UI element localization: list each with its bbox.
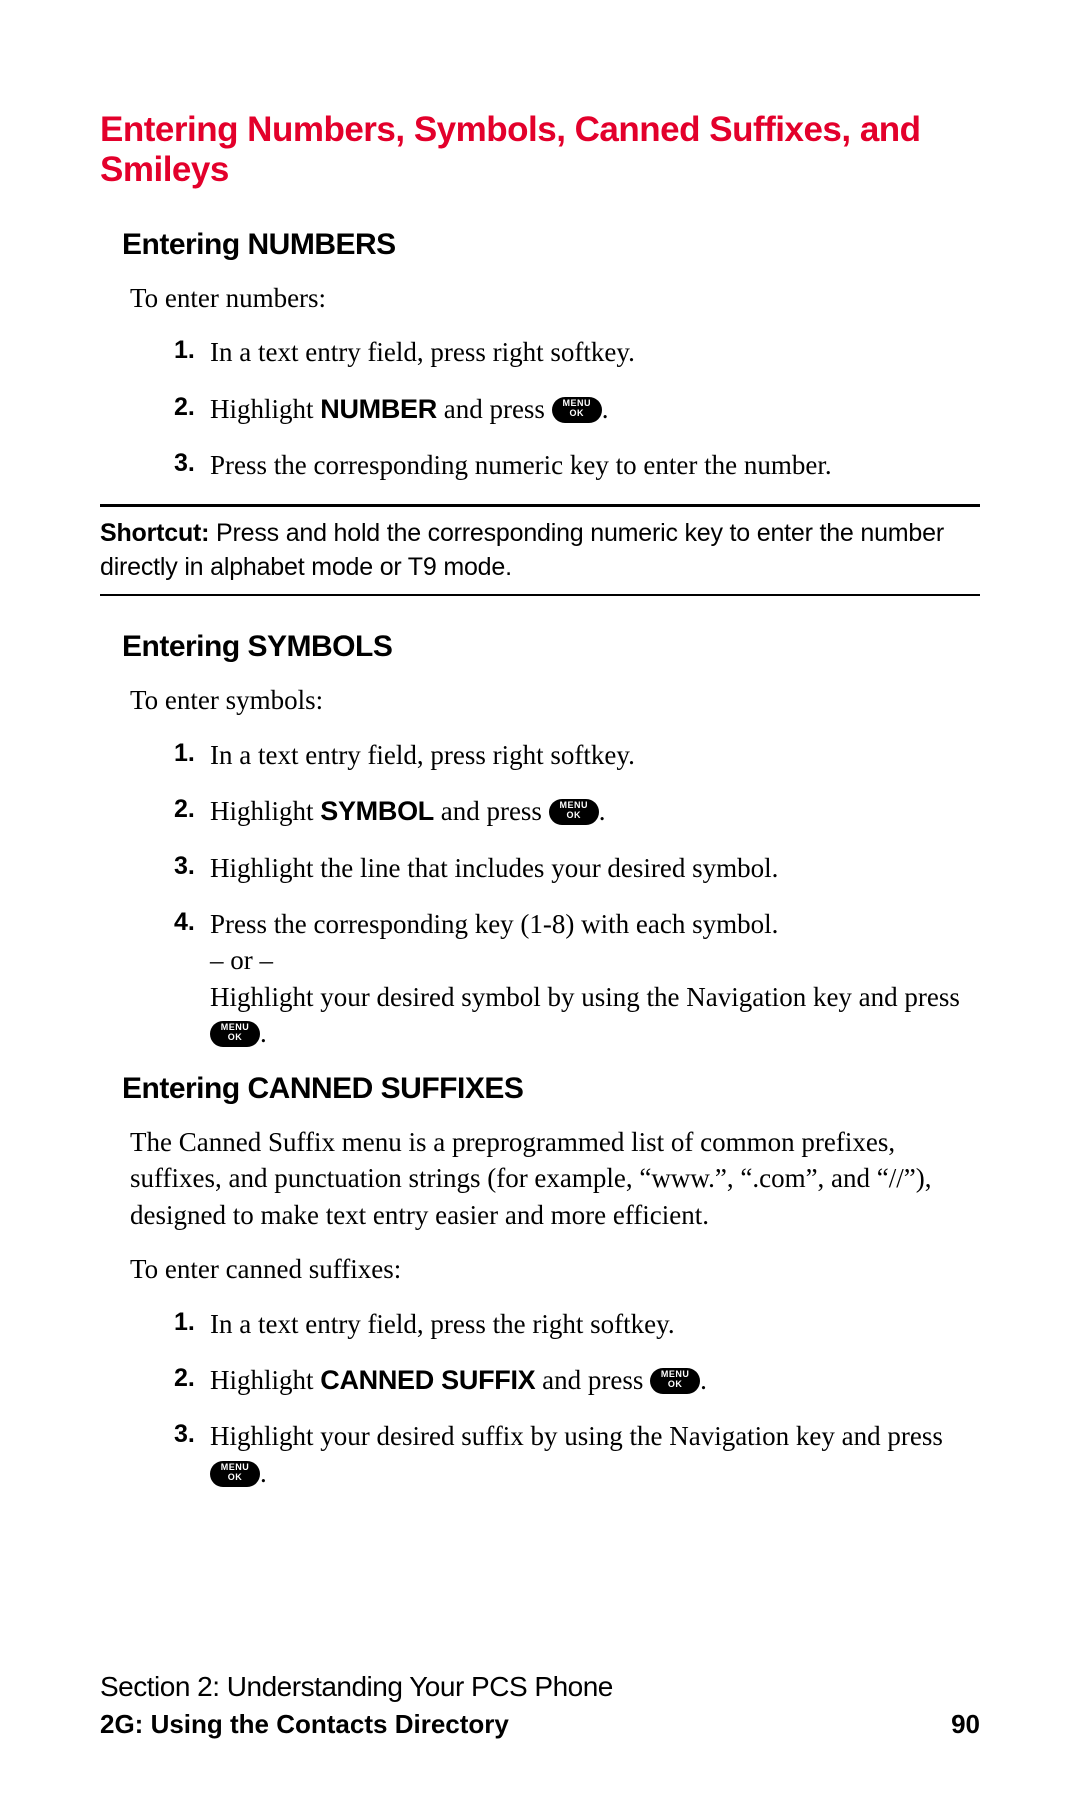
list-numbers: 1. In a text entry field, press right so… <box>100 334 980 483</box>
list-item: 3. Highlight the line that includes your… <box>210 850 980 886</box>
list-item: 3. Highlight your desired suffix by usin… <box>210 1418 980 1491</box>
divider <box>100 504 980 507</box>
list-text: Press the corresponding numeric key to e… <box>210 450 832 480</box>
footer-section: Section 2: Understanding Your PCS Phone <box>100 1671 980 1703</box>
list-item: 2. Highlight SYMBOL and press MENUOK. <box>210 793 980 829</box>
para-canned: The Canned Suffix menu is a preprogramme… <box>130 1124 980 1233</box>
list-text: . <box>260 1458 267 1488</box>
list-text: . <box>602 394 609 424</box>
menu-ok-icon: MENUOK <box>650 1368 700 1394</box>
shortcut-label: Shortcut: <box>100 519 209 547</box>
page-number: 90 <box>951 1709 980 1740</box>
list-number: 3. <box>174 1418 195 1452</box>
list-number: 3. <box>174 447 195 481</box>
intro-symbols: To enter symbols: <box>130 682 980 718</box>
menu-ok-icon: MENUOK <box>210 1021 260 1047</box>
list-number: 2. <box>174 793 195 827</box>
list-number: 4. <box>174 906 195 940</box>
list-item: 1. In a text entry field, press right so… <box>210 737 980 773</box>
list-number: 3. <box>174 850 195 884</box>
list-text: and press <box>434 796 549 826</box>
list-symbols: 1. In a text entry field, press right so… <box>100 737 980 1052</box>
heading-canned: Entering CANNED SUFFIXES <box>122 1072 980 1106</box>
list-text: . <box>700 1365 707 1395</box>
list-text: and press <box>437 394 552 424</box>
list-text: . <box>260 1018 267 1048</box>
footer-subsection-text: 2G: Using the Contacts Directory <box>100 1709 509 1740</box>
list-canned: 1. In a text entry field, press the righ… <box>100 1306 980 1492</box>
list-item: 1. In a text entry field, press the righ… <box>210 1306 980 1342</box>
bold-term: SYMBOL <box>320 796 434 826</box>
list-text: Highlight your desired suffix by using t… <box>210 1421 943 1451</box>
list-text: Highlight your desired symbol by using t… <box>210 982 960 1012</box>
list-text: Highlight <box>210 796 320 826</box>
list-item: 4. Press the corresponding key (1-8) wit… <box>210 906 980 1052</box>
divider <box>100 594 980 596</box>
list-text: Highlight <box>210 394 320 424</box>
menu-ok-icon: MENUOK <box>210 1461 260 1487</box>
list-number: 2. <box>174 391 195 425</box>
intro-numbers: To enter numbers: <box>130 280 980 316</box>
intro-canned: To enter canned suffixes: <box>130 1251 980 1287</box>
footer-subsection: 2G: Using the Contacts Directory 90 <box>100 1709 980 1740</box>
shortcut-box: Shortcut: Press and hold the correspondi… <box>100 517 980 585</box>
list-text: In a text entry field, press right softk… <box>210 740 635 770</box>
list-item: 2. Highlight CANNED SUFFIX and press MEN… <box>210 1362 980 1398</box>
list-number: 1. <box>174 737 195 771</box>
list-number: 1. <box>174 1306 195 1340</box>
list-text: – or – <box>210 945 273 975</box>
list-text: Press the corresponding key (1-8) with e… <box>210 909 778 939</box>
list-text: Highlight <box>210 1365 320 1395</box>
page-footer: Section 2: Understanding Your PCS Phone … <box>100 1671 980 1740</box>
list-item: 1. In a text entry field, press right so… <box>210 334 980 370</box>
list-text: and press <box>535 1365 650 1395</box>
bold-term: NUMBER <box>320 394 437 424</box>
heading-symbols: Entering SYMBOLS <box>122 630 980 664</box>
menu-ok-icon: MENUOK <box>549 799 599 825</box>
list-text: . <box>599 796 606 826</box>
shortcut-text: Press and hold the corresponding numeric… <box>100 519 944 581</box>
list-text: In a text entry field, press right softk… <box>210 337 635 367</box>
list-item: 2. Highlight NUMBER and press MENUOK. <box>210 391 980 427</box>
bold-term: CANNED SUFFIX <box>320 1365 535 1395</box>
manual-page: Entering Numbers, Symbols, Canned Suffix… <box>0 0 1080 1800</box>
list-number: 1. <box>174 334 195 368</box>
list-item: 3. Press the corresponding numeric key t… <box>210 447 980 483</box>
heading-numbers: Entering NUMBERS <box>122 228 980 262</box>
list-text: In a text entry field, press the right s… <box>210 1309 675 1339</box>
menu-ok-icon: MENUOK <box>552 397 602 423</box>
list-number: 2. <box>174 1362 195 1396</box>
list-text: Highlight the line that includes your de… <box>210 853 778 883</box>
page-title: Entering Numbers, Symbols, Canned Suffix… <box>100 110 980 190</box>
